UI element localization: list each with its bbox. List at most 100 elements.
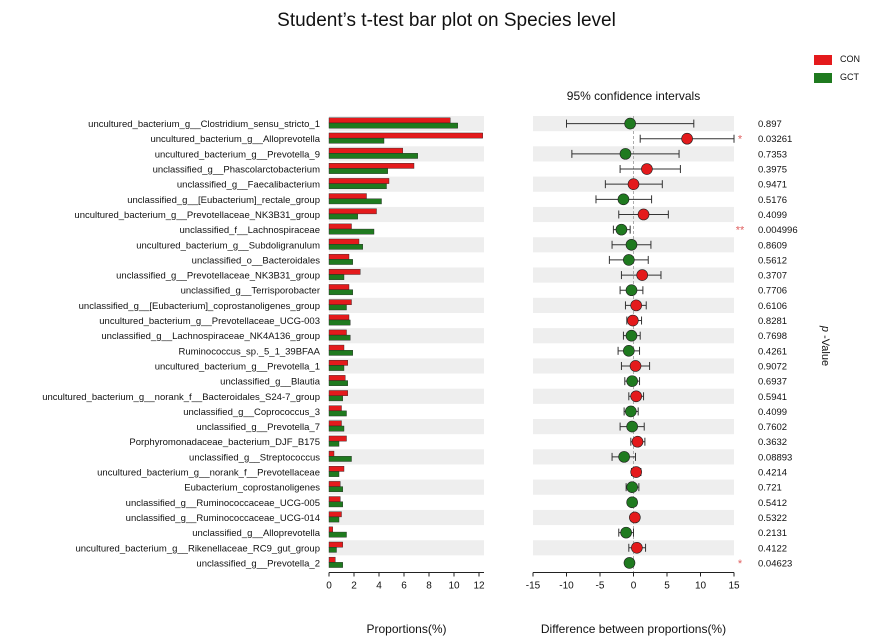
ci-point xyxy=(636,269,649,281)
category-label: unclassified_g__[Eubacterium]_coprostano… xyxy=(79,301,320,312)
bar-con xyxy=(328,284,350,290)
bar-con xyxy=(328,238,360,245)
ci-point xyxy=(626,496,638,509)
bar-x-tick-label: 0 xyxy=(326,581,332,592)
category-label: unclassified_g__Prevotellaceae_NK3B31_gr… xyxy=(116,271,320,282)
bar-gct xyxy=(328,380,348,386)
bar-gct xyxy=(328,153,418,159)
bar-gct xyxy=(328,228,375,235)
category-label: unclassified_g__Phascolarctobacterium xyxy=(153,165,320,176)
bar-con xyxy=(328,314,350,321)
bar-panel-stripe xyxy=(329,479,484,495)
bar-con xyxy=(328,223,352,230)
p-value-label: 0.3707 xyxy=(758,271,787,282)
ci-point xyxy=(617,193,630,206)
ci-point xyxy=(631,435,644,448)
p-value-axis-label-rest: -Value xyxy=(819,332,831,366)
p-value-label: 0.8281 xyxy=(758,316,787,327)
legend-item-gct: GCT xyxy=(814,72,859,83)
bar-gct xyxy=(328,395,343,402)
bar-panel-stripe xyxy=(329,419,484,435)
bar-con xyxy=(328,420,342,427)
p-value-label: 0.5941 xyxy=(758,392,787,403)
bar-con xyxy=(328,390,348,396)
ci-point xyxy=(626,375,638,387)
bar-gct xyxy=(328,440,340,447)
category-label: unclassified_g__Streptococcus xyxy=(189,452,320,463)
bar-gct xyxy=(328,304,347,311)
ci-point xyxy=(627,178,640,190)
p-value-label: 0.5412 xyxy=(758,498,787,509)
bar-panel-stripe xyxy=(329,358,484,374)
category-label: unclassified_g__Terrisporobacter xyxy=(181,286,320,297)
bar-con xyxy=(328,375,346,381)
ci-point xyxy=(627,314,639,327)
bar-x-tick-label: 2 xyxy=(351,581,357,592)
category-label: uncultured_bacterium_g__Prevotellaceae_N… xyxy=(74,210,320,221)
p-value-label: 0.2131 xyxy=(758,528,787,539)
legend-item-con: CON xyxy=(814,54,860,65)
bar-con xyxy=(328,329,347,336)
ci-point xyxy=(630,299,642,312)
bar-x-axis-title: Proportions(%) xyxy=(366,622,446,636)
ci-point xyxy=(630,466,642,478)
significance-mark: * xyxy=(738,558,743,570)
ci-point xyxy=(623,345,635,357)
category-label: uncultured_bacterium_g__norank_f__Prevot… xyxy=(97,468,320,479)
p-value-label: 0.4099 xyxy=(758,407,787,418)
ci-x-tick-label: 5 xyxy=(664,581,670,592)
bar-gct xyxy=(328,501,343,508)
category-label: unclassified_g__Prevotella_7 xyxy=(196,422,320,433)
p-value-label: 0.4214 xyxy=(758,468,787,479)
ci-point xyxy=(629,360,642,372)
p-value-label: 0.7602 xyxy=(758,422,787,433)
ci-point xyxy=(623,557,636,569)
bar-gct xyxy=(328,137,385,144)
bar-con xyxy=(328,163,415,169)
bar-panel-stripe xyxy=(329,267,484,283)
bar-con xyxy=(328,511,342,518)
bar-gct xyxy=(328,350,353,356)
p-value-label: 0.9471 xyxy=(758,180,787,191)
bar-con xyxy=(328,481,341,487)
legend-swatch-gct xyxy=(814,73,832,83)
ci-x-axis-title: Difference between proportions(%) xyxy=(541,622,726,636)
bar-gct xyxy=(328,516,340,523)
bar-gct xyxy=(328,410,347,417)
ci-x-tick-label: 15 xyxy=(728,581,740,592)
p-value-label: 0.6937 xyxy=(758,377,787,388)
bar-panel-stripe xyxy=(329,449,484,465)
category-label: unclassified_o__Bacteroidales xyxy=(192,255,321,266)
p-value-label: 0.721 xyxy=(758,483,782,494)
ci-point xyxy=(641,163,653,175)
bar-x-tick-label: 10 xyxy=(448,581,460,592)
bar-con xyxy=(328,269,361,275)
ci-x-tick-label: -5 xyxy=(596,581,605,592)
p-value-label: 0.7353 xyxy=(758,149,787,160)
ci-x-tick-label: -15 xyxy=(526,581,541,592)
p-value-label: 0.3975 xyxy=(758,165,787,176)
bar-gct xyxy=(328,334,351,341)
bar-panel-stripe xyxy=(329,237,484,253)
category-label: unclassified_g__[Eubacterium]_rectale_gr… xyxy=(127,195,320,206)
bar-con xyxy=(328,360,348,366)
bar-x-tick-label: 8 xyxy=(426,581,432,592)
bar-gct xyxy=(328,243,363,250)
bar-con xyxy=(328,344,345,351)
legend-label-con: CON xyxy=(840,54,860,64)
bar-gct xyxy=(328,274,345,280)
p-value-label: 0.08893 xyxy=(758,452,792,463)
bar-panel-stripe xyxy=(329,388,484,404)
bar-gct xyxy=(328,365,345,371)
p-value-label: 0.3632 xyxy=(758,437,787,448)
category-label: unclassified_f__Lachnospiraceae xyxy=(180,225,321,236)
p-value-label: 0.5612 xyxy=(758,255,787,266)
category-label: uncultured_bacterium_g__Prevotellaceae_U… xyxy=(99,316,320,327)
ci-point xyxy=(615,223,628,236)
p-value-label: 0.03261 xyxy=(758,134,792,145)
bar-gct xyxy=(328,319,351,326)
ci-point xyxy=(625,329,638,342)
category-label: unclassified_g__Prevotella_2 xyxy=(196,558,320,569)
category-label: Porphyromonadaceae_bacterium_DJF_B175 xyxy=(129,437,320,448)
category-label: unclassified_g__Blautia xyxy=(220,377,321,388)
